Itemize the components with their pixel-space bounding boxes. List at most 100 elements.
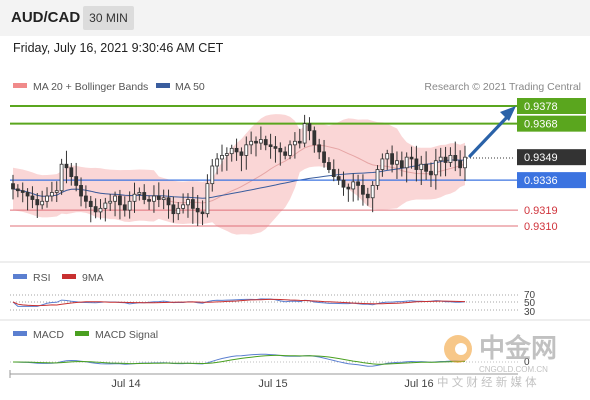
- candle-body: [322, 151, 326, 163]
- candle-body: [273, 146, 278, 149]
- candle-body: [30, 195, 35, 200]
- candle-body: [317, 144, 322, 153]
- candle-body: [341, 179, 346, 188]
- candle-body: [429, 170, 433, 176]
- candle-body: [254, 140, 258, 144]
- pivot-label-box: [517, 172, 586, 189]
- ma50-legend-label: MA 50: [175, 81, 205, 93]
- candle-body: [433, 160, 438, 176]
- candle-body: [346, 186, 351, 190]
- candle-body: [186, 199, 190, 206]
- candle-body: [195, 207, 200, 213]
- resistance-label: 0.9368: [524, 119, 558, 131]
- candle-body: [59, 163, 64, 192]
- candle-body: [419, 163, 424, 170]
- candle-body: [288, 144, 292, 156]
- candle-body: [278, 147, 283, 153]
- candle-body: [156, 195, 161, 200]
- macd-zero-label: 0: [524, 357, 530, 368]
- candle-body: [327, 162, 331, 170]
- candle-body: [224, 153, 229, 156]
- candle-body: [103, 202, 108, 209]
- level-labels: 0.9378 0.9368 0.9349 0.9336 0.9319 0.9310: [517, 98, 586, 233]
- x-tick-jul14: Jul 14: [111, 378, 140, 390]
- candle-body: [297, 140, 302, 144]
- resistance-label: 0.9378: [524, 101, 558, 113]
- candle-body: [54, 190, 59, 193]
- candle-body: [258, 139, 263, 144]
- candle-body: [69, 167, 74, 177]
- candles-group: [11, 114, 467, 227]
- candle-body: [263, 139, 268, 146]
- candle-body: [108, 200, 113, 204]
- candle-body: [152, 195, 156, 202]
- candle-body: [424, 163, 429, 172]
- resistance-label-box: [517, 115, 586, 132]
- candle-body: [365, 193, 370, 199]
- candle-body: [458, 160, 463, 169]
- candle-body: [283, 151, 288, 156]
- symbol-title: AUD/CAD: [11, 9, 81, 26]
- projection-arrow-shaft: [468, 113, 511, 158]
- rsi-level-70: 70: [524, 290, 536, 301]
- resistance-label-box: [517, 98, 586, 114]
- rsi-line: [12, 298, 466, 307]
- candle-body: [302, 123, 307, 144]
- candle-body: [399, 160, 404, 169]
- candle-body: [292, 140, 297, 146]
- macd-signal-line: [13, 354, 466, 365]
- watermark-url: CNGOLD.COM.CN: [479, 365, 548, 374]
- candle-body: [79, 185, 83, 197]
- candle-body: [390, 153, 394, 165]
- ma20-legend-swatch: [13, 83, 27, 88]
- candle-body: [132, 193, 137, 202]
- candle-body: [49, 192, 54, 197]
- candle-body: [147, 199, 151, 202]
- ma50-line: [12, 159, 465, 199]
- candle-body: [409, 156, 414, 160]
- support-label: 0.9310: [524, 221, 558, 233]
- watermark-logo-inner: [455, 343, 467, 355]
- candle-body: [142, 192, 147, 200]
- candle-body: [88, 200, 93, 207]
- candle-body: [234, 147, 239, 153]
- candle-body: [370, 185, 375, 199]
- candle-body: [331, 169, 336, 177]
- candle-body: [210, 165, 215, 185]
- macd-line: [12, 353, 466, 367]
- candle-body: [249, 140, 254, 146]
- ma20-legend-label: MA 20 + Bollinger Bands: [33, 81, 148, 93]
- candle-body: [336, 176, 341, 181]
- candle-body: [45, 195, 49, 202]
- candle-body: [84, 195, 88, 202]
- candle-body: [453, 155, 458, 162]
- candle-body: [220, 155, 224, 160]
- watermark-slogan: 中 文 财 经 新 媒 体: [437, 375, 537, 389]
- candle-body: [375, 169, 380, 186]
- candle-body: [380, 158, 385, 170]
- candle-body: [11, 183, 15, 190]
- candle-body: [229, 147, 234, 155]
- macd-legend-label: MACD: [33, 329, 64, 341]
- candle-body: [127, 200, 132, 211]
- rsi-legend-swatch: [13, 274, 27, 279]
- candle-body: [268, 144, 273, 147]
- candle-body: [463, 156, 467, 169]
- candle-body: [443, 156, 448, 163]
- x-tick-jul16: Jul 16: [404, 378, 433, 390]
- candle-body: [239, 151, 244, 156]
- watermark: 中金网 CNGOLD.COM.CN 中 文 财 经 新 媒 体: [437, 333, 557, 389]
- candle-body: [351, 181, 356, 190]
- candle-body: [113, 195, 117, 202]
- candle-body: [98, 207, 103, 213]
- current-price-label: 0.9349: [524, 152, 558, 164]
- candle-body: [122, 204, 127, 211]
- candle-body: [385, 153, 390, 160]
- candle-body: [181, 204, 186, 209]
- timeframe-button[interactable]: 30 MIN: [83, 6, 134, 30]
- candle-body: [448, 155, 453, 163]
- candle-body: [137, 192, 142, 195]
- macd-signal-legend-swatch: [75, 331, 89, 336]
